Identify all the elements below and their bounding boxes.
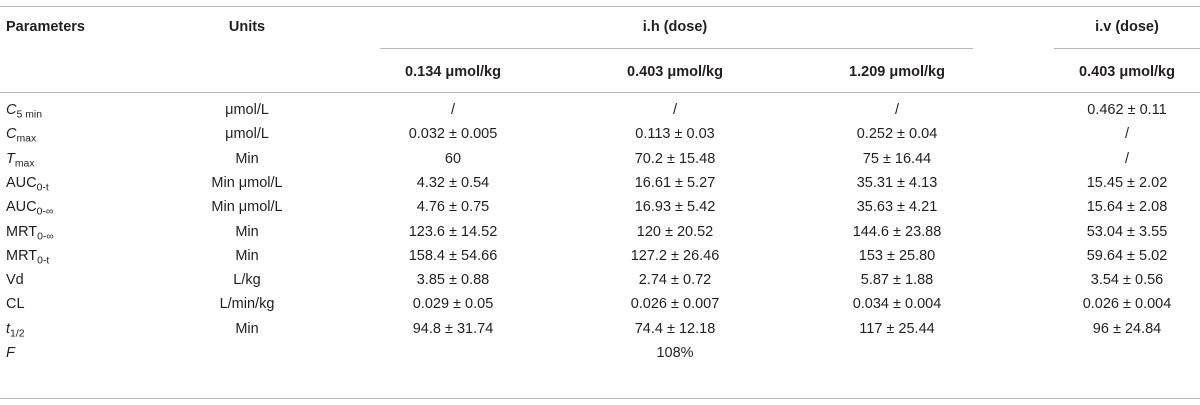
row-value: 60 — [444, 151, 462, 167]
row-parameter-symbol: AUC — [6, 175, 37, 191]
row-parameter-symbol: Vd — [6, 272, 24, 288]
row-value: 0.462 ± 0.11 — [1087, 102, 1167, 118]
row-units: Min — [235, 321, 259, 337]
row-value: 120 ± 20.52 — [636, 224, 714, 240]
row-value: 0.029 ± 0.05 — [412, 296, 494, 312]
top-rule — [0, 6, 1200, 7]
row-value: 117 ± 25.44 — [859, 321, 935, 337]
row-value: 16.61 ± 5.27 — [634, 175, 716, 191]
row-units: Min — [235, 248, 259, 264]
row-value: 2.74 ± 0.72 — [638, 272, 712, 288]
row-value: 0.034 ± 0.004 — [852, 296, 942, 312]
row-parameter: F — [6, 344, 15, 362]
iv-group-rule — [1054, 48, 1200, 49]
row-value: 123.6 ± 14.52 — [408, 224, 498, 240]
row-value: 0.032 ± 0.005 — [408, 126, 498, 142]
header-dose-col-2: 0.403 μmol/kg — [627, 64, 723, 80]
row-parameter: AUC0-t — [6, 174, 49, 194]
row-parameter: CL — [6, 295, 25, 313]
header-parameters: Parameters — [6, 19, 85, 35]
row-parameter-subscript: 0-t — [37, 255, 50, 267]
row-value: 15.45 ± 2.02 — [1086, 175, 1168, 191]
row-units: μmol/L — [225, 102, 269, 118]
row-value: / — [450, 102, 456, 118]
row-value: 0.252 ± 0.04 — [856, 126, 938, 142]
row-units: Min μmol/L — [211, 175, 283, 191]
row-value: 53.04 ± 3.55 — [1086, 224, 1168, 240]
row-value: 0.026 ± 0.007 — [630, 296, 720, 312]
row-value: 3.54 ± 0.56 — [1090, 272, 1164, 288]
row-value: 35.63 ± 4.21 — [856, 199, 938, 215]
ih-group-rule — [380, 48, 973, 49]
row-value: 0.026 ± 0.004 — [1082, 296, 1172, 312]
row-parameter: MRT0-t — [6, 247, 50, 267]
row-parameter-subscript: 0-∞ — [37, 231, 54, 243]
row-value: 15.64 ± 2.08 — [1086, 199, 1168, 215]
row-parameter: Vd — [6, 271, 24, 289]
row-parameter: MRT0-∞ — [6, 223, 54, 243]
row-value: 35.31 ± 4.13 — [856, 175, 938, 191]
row-parameter-subscript: 1/2 — [10, 328, 25, 340]
row-parameter-symbol: MRT — [6, 224, 38, 240]
header-units: Units — [228, 19, 266, 35]
row-value: 59.64 ± 5.02 — [1086, 248, 1168, 264]
header-dose-col-3: 1.209 μmol/kg — [849, 64, 945, 80]
header-dose-col-4: 0.403 μmol/kg — [1079, 64, 1175, 80]
header-bottom-rule — [0, 92, 1200, 93]
row-parameter: Cmax — [6, 125, 37, 145]
row-parameter: Tmax — [6, 150, 35, 170]
row-units: Min — [235, 224, 259, 240]
row-parameter-symbol: C — [6, 102, 17, 118]
row-units: μmol/L — [225, 126, 269, 142]
row-parameter-symbol: F — [6, 345, 15, 361]
row-value: 3.85 ± 0.88 — [416, 272, 490, 288]
row-parameter-subscript: 0-∞ — [36, 206, 54, 218]
row-value: 4.32 ± 0.54 — [416, 175, 490, 191]
row-value: / — [672, 102, 678, 118]
row-parameter-subscript: 5 min — [16, 109, 43, 121]
row-parameter-symbol: C — [6, 126, 17, 142]
row-units: Min — [235, 151, 259, 167]
row-parameter-subscript: max — [14, 158, 35, 170]
row-value: 94.8 ± 31.74 — [412, 321, 494, 337]
row-parameter-symbol: AUC — [6, 199, 37, 215]
row-value: / — [1124, 151, 1130, 167]
row-value: 16.93 ± 5.42 — [634, 199, 716, 215]
row-parameter: C5 min — [6, 101, 43, 121]
bottom-rule — [0, 398, 1200, 399]
row-value: 127.2 ± 26.46 — [630, 248, 720, 264]
row-parameter: t1/2 — [6, 320, 25, 340]
row-parameter-symbol: MRT — [6, 248, 38, 264]
row-value: 153 ± 25.80 — [858, 248, 936, 264]
row-parameter-subscript: 0-t — [36, 182, 49, 194]
row-value: / — [1124, 126, 1130, 142]
row-parameter-symbol: T — [6, 151, 15, 167]
header-iv-group: i.v (dose) — [1095, 19, 1159, 35]
row-value: 70.2 ± 15.48 — [634, 151, 716, 167]
header-ih-group: i.h (dose) — [642, 19, 708, 35]
row-units: L/kg — [233, 272, 261, 288]
row-parameter-subscript: max — [16, 133, 37, 145]
row-parameter: AUC0-∞ — [6, 198, 54, 218]
row-parameter-symbol: t — [6, 321, 11, 337]
row-units: Min μmol/L — [211, 199, 283, 215]
row-value: 108% — [656, 345, 694, 361]
row-units: L/min/kg — [219, 296, 275, 312]
row-value: 5.87 ± 1.88 — [860, 272, 934, 288]
row-value: 96 ± 24.84 — [1092, 321, 1162, 337]
row-value: 0.113 ± 0.03 — [635, 126, 715, 142]
row-value: 158.4 ± 54.66 — [408, 248, 498, 264]
row-parameter-symbol: CL — [6, 296, 25, 312]
row-value: 4.76 ± 0.75 — [416, 199, 490, 215]
row-value: 74.4 ± 12.18 — [634, 321, 716, 337]
row-value: 75 ± 16.44 — [862, 151, 932, 167]
header-dose-col-1: 0.134 μmol/kg — [405, 64, 501, 80]
row-value: 144.6 ± 23.88 — [852, 224, 942, 240]
row-value: / — [894, 102, 900, 118]
